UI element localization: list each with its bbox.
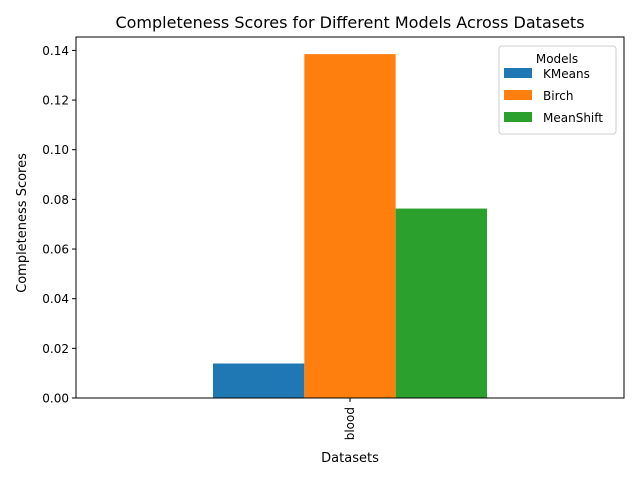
y-tick-label: 0.06 [42, 243, 69, 257]
legend-title: Models [536, 52, 578, 66]
y-tick-label: 0.08 [42, 193, 69, 207]
x-axis: blood [343, 398, 357, 440]
y-tick-label: 0.02 [42, 342, 69, 356]
y-axis: 0.00 0.02 0.04 0.06 0.08 0.10 0.12 0.14 [42, 44, 76, 406]
y-tick-label: 0.10 [42, 143, 69, 157]
legend-swatch-meanshift [504, 112, 532, 122]
bar-kmeans-blood [213, 363, 305, 398]
legend-swatch-birch [504, 90, 532, 100]
x-tick-label-blood: blood [343, 407, 357, 440]
plot-area [75, 36, 625, 399]
y-axis-label: Completeness Scores [15, 153, 30, 293]
legend-label-meanshift: MeanShift [543, 111, 603, 125]
legend: Models KMeans Birch MeanShift [498, 45, 617, 135]
legend-label-birch: Birch [543, 89, 573, 103]
y-tick-label: 0.04 [42, 292, 69, 306]
y-tick-label: 0.00 [42, 392, 69, 406]
bar-birch-blood [304, 54, 396, 399]
y-tick-label: 0.14 [42, 44, 69, 58]
legend-swatch-kmeans [504, 68, 532, 78]
chart-title: Completeness Scores for Different Models… [115, 13, 584, 32]
x-axis-label: Datasets [321, 451, 379, 466]
y-tick-label: 0.12 [42, 94, 69, 108]
legend-label-kmeans: KMeans [543, 67, 590, 81]
bar-meanshift-blood [395, 208, 487, 398]
